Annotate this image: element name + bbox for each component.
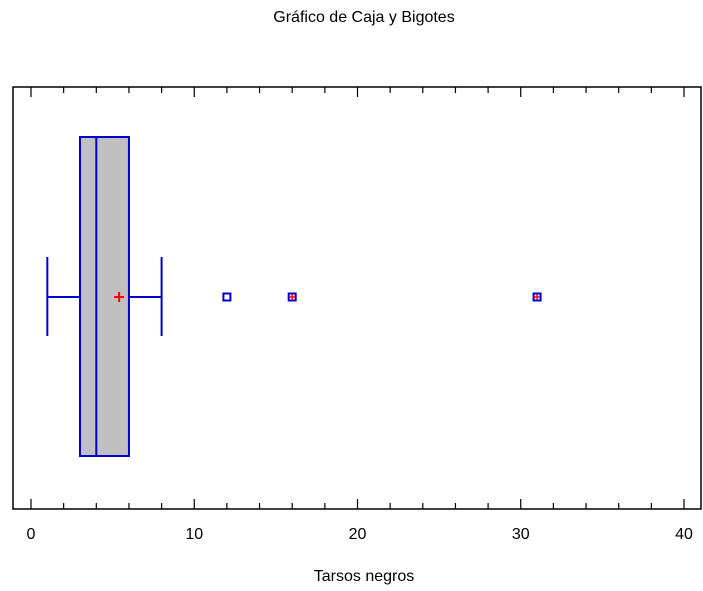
box-and-whisker	[46, 136, 163, 457]
outlier-points	[222, 292, 542, 302]
x-tick-label: 20	[349, 526, 367, 543]
outlier-point	[222, 292, 232, 302]
x-axis-label: Tarsos negros	[314, 568, 415, 585]
x-tick-label: 40	[675, 526, 693, 543]
x-axis-ticks	[30, 87, 685, 509]
x-tick-label: 30	[512, 526, 530, 543]
chart-title: Gráfico de Caja y Bigotes	[273, 9, 454, 26]
x-tick-label: 10	[185, 526, 203, 543]
mean-marker	[114, 292, 125, 302]
x-axis-tick-labels: 0 10 20 30 40	[27, 526, 693, 543]
x-tick-label: 0	[27, 526, 36, 543]
